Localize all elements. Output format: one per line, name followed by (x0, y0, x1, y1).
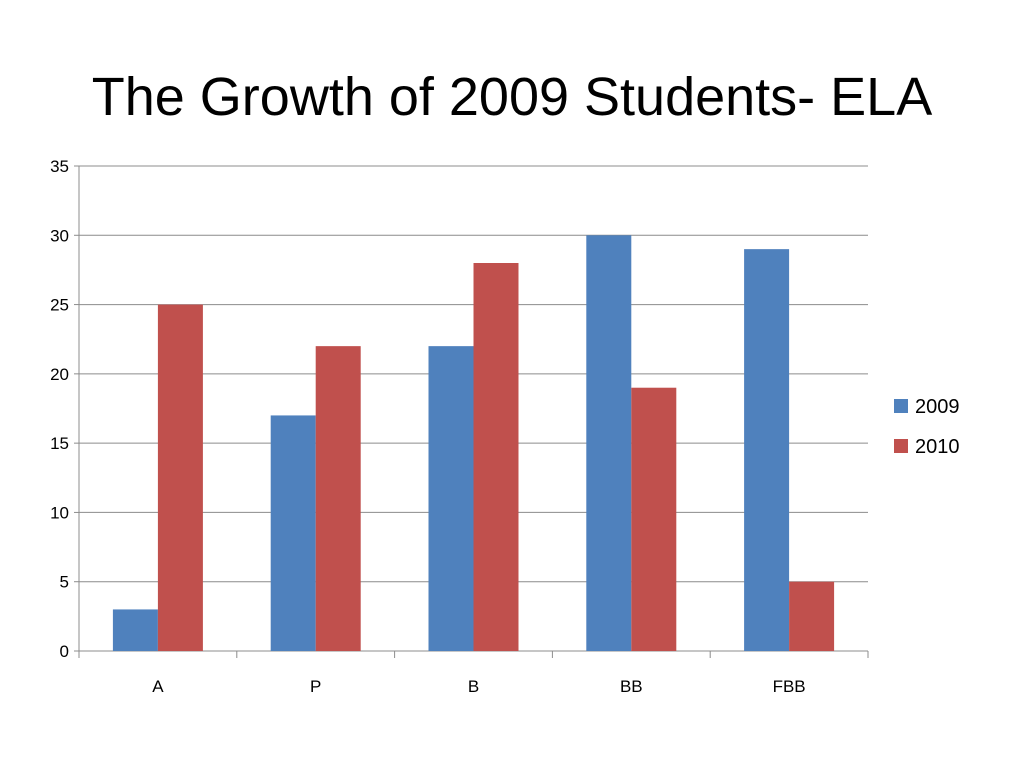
x-tick-label: A (152, 677, 164, 696)
bar-2009-BB (586, 235, 632, 652)
bar-2010-P (315, 346, 361, 651)
legend-swatch-2009 (894, 399, 908, 413)
x-tick-label: FBB (773, 677, 806, 696)
x-tick-label: B (468, 677, 479, 696)
bar-2010-FBB (789, 581, 835, 651)
x-tick-label: P (310, 677, 321, 696)
x-tick-label: BB (620, 677, 643, 696)
legend: 2009 2010 (894, 396, 960, 458)
legend-label-2009: 2009 (915, 396, 960, 418)
y-tick-label: 5 (60, 573, 69, 592)
bars (112, 235, 835, 652)
bar-2009-A (112, 609, 158, 651)
x-tick-labels: A P B BB FBB (152, 677, 805, 696)
y-tick-label: 30 (50, 226, 69, 245)
bar-2010-BB (631, 387, 677, 651)
y-tick-label: 35 (50, 157, 69, 176)
bar-2010-A (157, 304, 203, 651)
y-tick-label: 0 (60, 642, 69, 661)
bar-2009-P (270, 415, 316, 651)
y-tick-label: 25 (50, 296, 69, 315)
y-tick-label: 20 (50, 365, 69, 384)
bar-2009-FBB (744, 249, 790, 651)
y-tick-label: 15 (50, 434, 69, 453)
y-tick-labels: 0 5 10 15 20 25 30 35 (50, 157, 69, 661)
bar-2009-B (428, 346, 474, 651)
bar-2010-B (473, 263, 519, 651)
legend-label-2010: 2010 (915, 436, 960, 458)
chart-title: The Growth of 2009 Students- ELA (91, 67, 933, 127)
y-tick-label: 10 (50, 503, 69, 522)
legend-swatch-2010 (894, 439, 908, 453)
